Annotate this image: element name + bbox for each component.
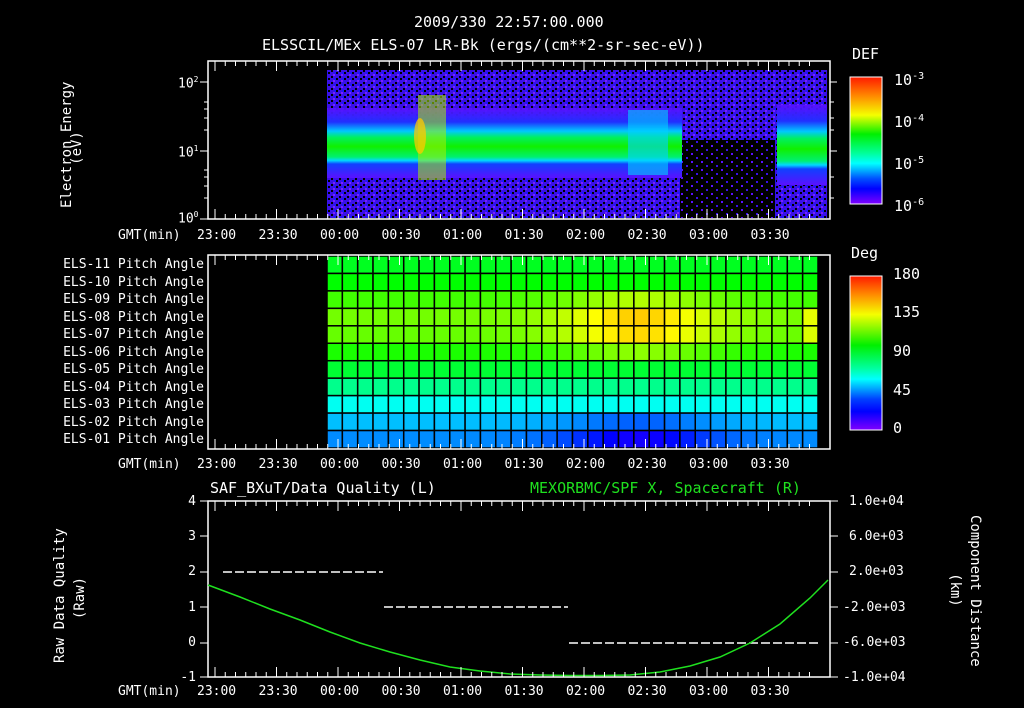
panel3-left-title: SAF_BXuT/Data Quality (L)	[210, 479, 436, 497]
panel2-frame	[207, 254, 831, 450]
time-tick-label: 03:30	[750, 228, 790, 243]
time-tick-label: 03:30	[750, 457, 790, 472]
pitch-row-label: ELS-06 Pitch Angle	[63, 344, 204, 360]
def-colorbar-title: DEF	[852, 45, 880, 63]
panel3-right-ylabel-unit: (km)	[947, 573, 963, 607]
time-tick-label: 01:00	[443, 457, 483, 472]
time-tick-label: 01:30	[504, 228, 544, 243]
time-axis-ticks	[214, 61, 810, 677]
time-tick-label: 03:30	[750, 684, 790, 699]
time-tick-label: 01:30	[504, 684, 544, 699]
def-colorbar	[849, 76, 883, 205]
def-colorbar-label-0: 10-3	[894, 71, 925, 89]
spf-x-series	[207, 579, 829, 677]
pitch-row-label: ELS-11 Pitch Angle	[63, 257, 204, 272]
pitch-row-label: ELS-03 Pitch Angle	[63, 397, 204, 412]
plot-timestamp: 2009/330 22:57:00.000	[414, 13, 604, 31]
time-tick-label: 23:00	[197, 228, 237, 243]
right-ytick-label: 2.0e+03	[849, 564, 904, 580]
left-ytick-label: 4	[188, 494, 196, 509]
right-ytick-label: -2.0e+03	[843, 599, 906, 615]
def-colorbar-label-1: 10-4	[894, 113, 925, 131]
pitch-row-label: ELS-07 Pitch Angle	[63, 327, 204, 342]
panel1-ticks	[200, 81, 837, 220]
time-tick-label: 02:30	[627, 684, 667, 699]
time-tick-label: 23:30	[258, 457, 298, 472]
panel3-yticks	[200, 500, 838, 678]
left-ytick-label: 3	[188, 529, 196, 545]
left-ytick-label: -1	[180, 670, 196, 685]
time-tick-label: 03:00	[689, 457, 729, 472]
pitch-colorbar-label-45: 45	[893, 381, 912, 399]
data-quality-series	[223, 571, 818, 644]
pitch-row-label: ELS-09 Pitch Angle	[63, 292, 204, 307]
plot-subtitle: ELSSCIL/MEx ELS-07 LR-Bk (ergs/(cm**2-sr…	[262, 36, 705, 54]
time-tick-label: 02:00	[566, 684, 606, 699]
time-tick-label: 02:00	[566, 457, 606, 472]
time-tick-label: 00:30	[381, 684, 421, 699]
energy-spectrogram	[327, 70, 827, 218]
pitch-row-label: ELS-10 Pitch Angle	[63, 274, 204, 290]
panel3-left-ylabel: Raw Data Quality	[52, 528, 68, 663]
left-ytick-label: 2	[188, 564, 196, 580]
def-colorbar-label-3: 10-6	[894, 197, 925, 215]
time-tick-label: 03:00	[689, 228, 729, 243]
pitch-row-label: ELS-08 Pitch Angle	[63, 309, 204, 325]
time-tick-label: 00:30	[381, 228, 421, 243]
pitch-colorbar-label-90: 90	[893, 342, 912, 360]
pitch-row-label: ELS-01 Pitch Angle	[63, 432, 204, 447]
pitch-row-label: ELS-02 Pitch Angle	[63, 414, 204, 430]
time-tick-label: 23:30	[258, 228, 298, 243]
panel3-right-ylabel: Component Distance	[967, 515, 983, 667]
left-ytick-label: 1	[188, 599, 196, 615]
time-tick-label: 23:00	[197, 457, 237, 472]
time-tick-label: 23:00	[197, 684, 237, 699]
time-tick-label: 00:00	[320, 684, 360, 699]
left-ytick-label: 0	[188, 634, 196, 650]
panel1-ytick-1: 101	[178, 144, 199, 161]
pitch-row-label: ELS-05 Pitch Angle	[63, 362, 204, 377]
time-axis-label-2: GMT(min)	[118, 457, 181, 472]
pitch-colorbar	[849, 275, 883, 431]
time-axis-label-3: GMT(min)	[118, 684, 181, 699]
pitch-row-label: ELS-04 Pitch Angle	[63, 379, 204, 395]
time-tick-label: 03:00	[689, 684, 729, 699]
time-tick-label: 23:30	[258, 684, 298, 699]
time-tick-label: 00:00	[320, 457, 360, 472]
right-ytick-label: -6.0e+03	[843, 634, 906, 650]
time-tick-label: 01:30	[504, 457, 544, 472]
panel3-left-ylabel-unit: (Raw)	[72, 576, 88, 620]
time-tick-label: 01:00	[443, 228, 483, 243]
pitch-colorbar-title: Deg	[851, 244, 879, 262]
time-tick-label: 02:30	[627, 457, 667, 472]
def-colorbar-label-2: 10-5	[894, 155, 925, 173]
pitch-colorbar-label-135: 135	[893, 303, 921, 321]
pitch-colorbar-label-180: 180	[893, 265, 921, 283]
panel1-frame	[207, 60, 831, 220]
right-ytick-label: 6.0e+03	[849, 529, 904, 545]
right-ytick-label: 1.0e+04	[849, 494, 904, 509]
panel1-ytick-2: 102	[178, 75, 199, 92]
pitch-angle-grid	[326, 255, 819, 449]
right-ytick-label: -1.0e+04	[843, 670, 906, 685]
time-tick-label: 01:00	[443, 684, 483, 699]
time-tick-label: 00:00	[320, 228, 360, 243]
pitch-colorbar-label-0: 0	[893, 419, 903, 437]
panel1-ytick-0: 100	[178, 210, 199, 227]
panel3-right-title: MEXORBMC/SPF X, Spacecraft (R)	[530, 479, 801, 497]
time-axis-label-1: GMT(min)	[118, 228, 181, 243]
time-tick-label: 00:30	[381, 457, 421, 472]
panel3-frame	[207, 500, 831, 678]
time-tick-label: 02:00	[566, 228, 606, 243]
time-tick-label: 02:30	[627, 228, 667, 243]
